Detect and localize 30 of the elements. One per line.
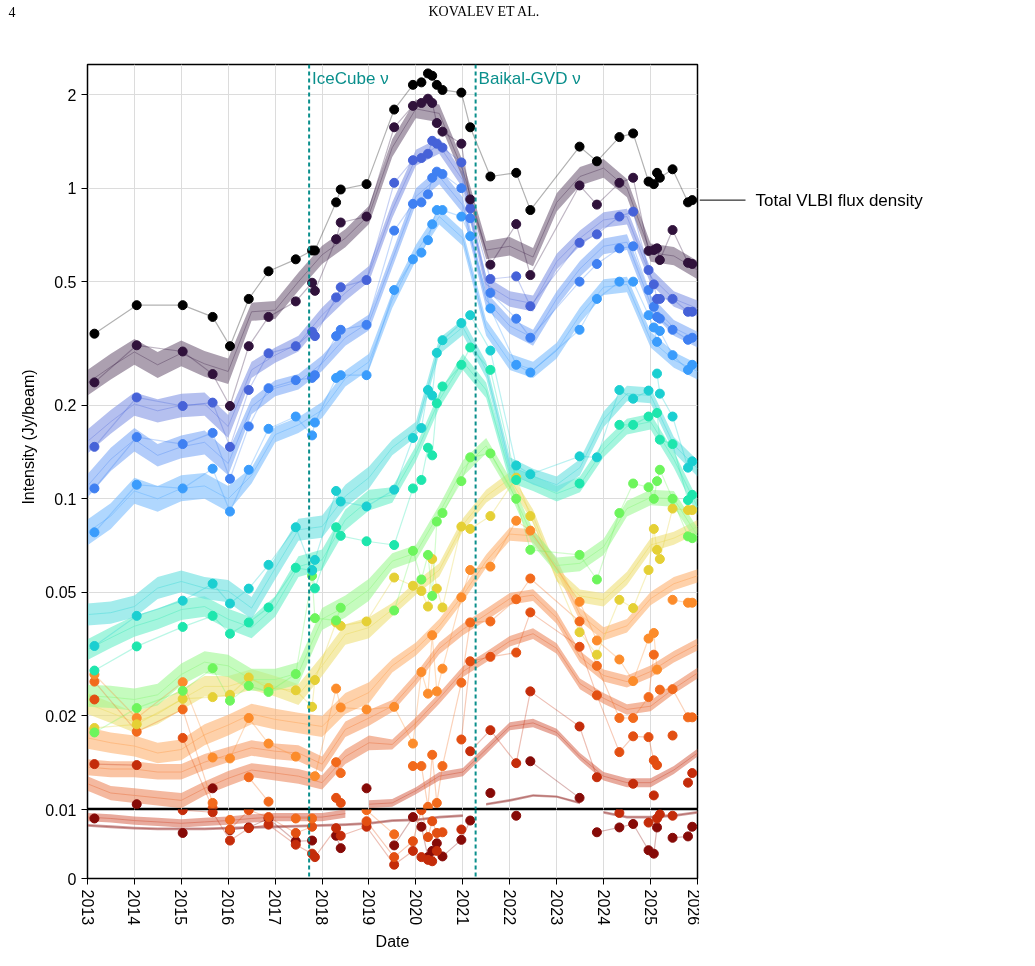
- y-tick-label: 1: [67, 180, 77, 198]
- ref-line-label: IceCube ν: [312, 68, 389, 88]
- x-tick-label: 2021: [453, 889, 471, 926]
- text: 4: [8, 4, 16, 20]
- x-tick-label: 2016: [219, 889, 237, 926]
- x-tick-label: 2022: [500, 889, 518, 926]
- y-tick-label: 0.05: [45, 584, 77, 602]
- ref-line-label: Baikal-GVD ν: [478, 68, 581, 88]
- x-tick-label: 2019: [359, 889, 377, 926]
- x-tick-label: 2015: [172, 889, 190, 926]
- x-tick-label: 2026: [684, 889, 702, 926]
- x-tick-label: 2014: [125, 889, 143, 926]
- x-tick-label: 2013: [78, 889, 96, 926]
- x-tick-label: 2025: [641, 889, 659, 926]
- x-tick-label: 2020: [406, 889, 424, 926]
- y-tick-label: 0.5: [54, 273, 77, 291]
- y-tick-label: 2: [67, 86, 77, 104]
- text: KOVALEV ET AL.: [428, 4, 540, 19]
- x-tick-label: 2024: [594, 889, 612, 926]
- x-axis-title: Date: [375, 933, 410, 951]
- y-tick-label: 0.2: [54, 397, 77, 415]
- x-tick-label: 2018: [313, 889, 331, 926]
- y-tick-label: 0: [67, 870, 77, 888]
- y-tick-label: 0.1: [54, 490, 77, 508]
- y-axis-title: Intensity (Jy/beam): [20, 369, 38, 505]
- y-tick-label: 0.02: [45, 707, 77, 725]
- y-tick-label: 0.01: [45, 801, 77, 819]
- legend-label: Total VLBI flux density: [755, 190, 924, 210]
- x-tick-label: 2023: [547, 889, 565, 926]
- x-tick-label: 2017: [266, 889, 284, 926]
